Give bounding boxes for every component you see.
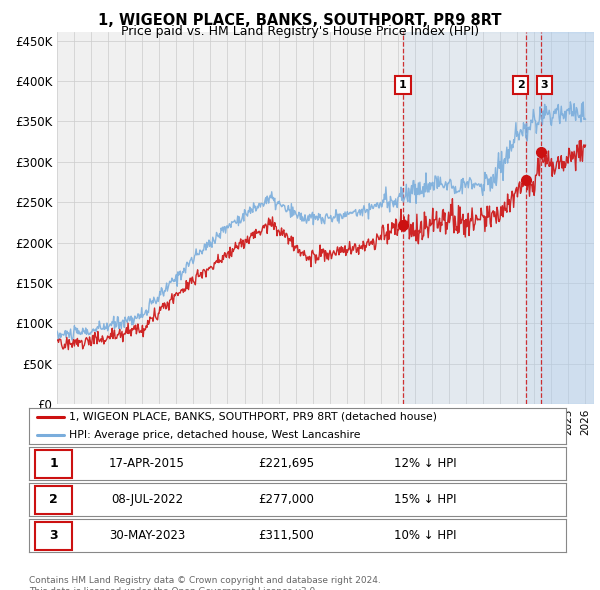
- Text: 17-APR-2015: 17-APR-2015: [109, 457, 185, 470]
- Text: £277,000: £277,000: [259, 493, 314, 506]
- Text: 1, WIGEON PLACE, BANKS, SOUTHPORT, PR9 8RT: 1, WIGEON PLACE, BANKS, SOUTHPORT, PR9 8…: [98, 13, 502, 28]
- Text: 2: 2: [49, 493, 58, 506]
- Text: 1: 1: [49, 457, 58, 470]
- Bar: [541, 32, 594, 404]
- Bar: [35, 450, 72, 478]
- Text: 3: 3: [541, 80, 548, 90]
- Bar: [35, 486, 72, 514]
- Text: 3: 3: [49, 529, 58, 542]
- Bar: [403, 32, 594, 404]
- Text: 1, WIGEON PLACE, BANKS, SOUTHPORT, PR9 8RT (detached house): 1, WIGEON PLACE, BANKS, SOUTHPORT, PR9 8…: [69, 412, 437, 422]
- Text: 10% ↓ HPI: 10% ↓ HPI: [394, 529, 457, 542]
- Text: 15% ↓ HPI: 15% ↓ HPI: [394, 493, 457, 506]
- Text: 30-MAY-2023: 30-MAY-2023: [109, 529, 185, 542]
- Text: £221,695: £221,695: [259, 457, 314, 470]
- Text: HPI: Average price, detached house, West Lancashire: HPI: Average price, detached house, West…: [69, 430, 361, 440]
- Text: 2: 2: [517, 80, 524, 90]
- Text: Price paid vs. HM Land Registry's House Price Index (HPI): Price paid vs. HM Land Registry's House …: [121, 25, 479, 38]
- Bar: [526, 32, 594, 404]
- Text: 12% ↓ HPI: 12% ↓ HPI: [394, 457, 457, 470]
- Text: Contains HM Land Registry data © Crown copyright and database right 2024.
This d: Contains HM Land Registry data © Crown c…: [29, 576, 380, 590]
- Bar: [35, 522, 72, 550]
- Text: 08-JUL-2022: 08-JUL-2022: [111, 493, 183, 506]
- Text: £311,500: £311,500: [259, 529, 314, 542]
- Text: 1: 1: [399, 80, 407, 90]
